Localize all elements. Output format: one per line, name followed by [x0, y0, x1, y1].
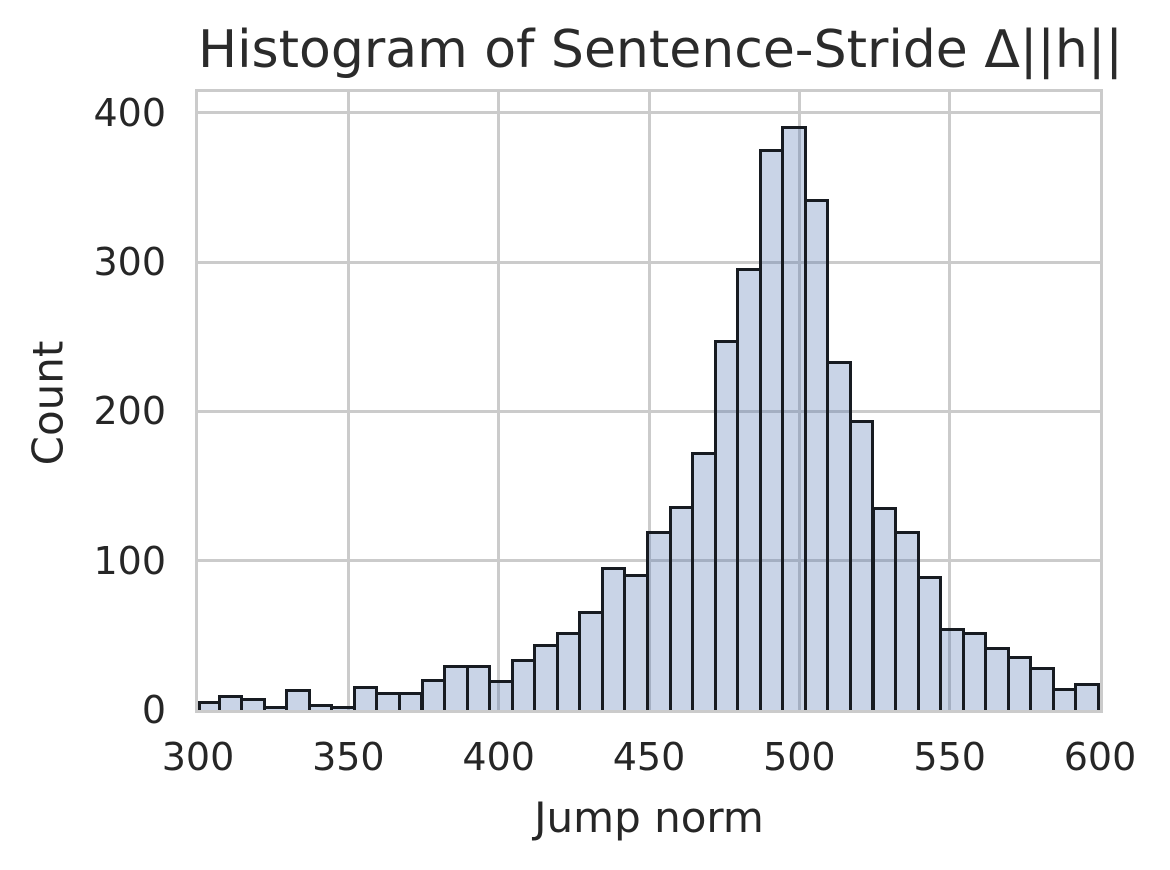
- y-tick-label: 400: [93, 90, 166, 135]
- histogram-bar: [1029, 666, 1055, 710]
- y-tick-label: 300: [93, 240, 166, 285]
- x-tick-label: 450: [612, 735, 686, 779]
- x-axis-label: Jump norm: [534, 793, 764, 842]
- x-tick-label: 600: [1063, 735, 1137, 779]
- histogram-bar: [510, 659, 537, 710]
- histogram-bar: [240, 698, 266, 710]
- histogram-bar: [623, 574, 649, 710]
- gridline-vertical: [948, 92, 952, 710]
- x-tick-label: 300: [161, 735, 235, 779]
- y-tick-label: 0: [141, 688, 166, 732]
- gridline-vertical: [797, 92, 801, 710]
- gridline-vertical: [647, 92, 651, 710]
- histogram-bar: [285, 689, 311, 710]
- x-tick-label: 400: [462, 735, 535, 779]
- x-tick-label: 500: [763, 735, 836, 779]
- y-tick-label: 100: [93, 538, 166, 583]
- histogram-bar: [1074, 683, 1100, 710]
- histogram-bar: [691, 451, 717, 710]
- histogram-bar: [758, 148, 785, 710]
- gridline-vertical: [346, 92, 350, 710]
- gridline-vertical: [497, 92, 501, 710]
- plot-area: [195, 89, 1103, 713]
- x-tick-label: 550: [913, 735, 986, 779]
- histogram-bar: [871, 507, 898, 710]
- chart-title: Histogram of Sentence-Stride Δ||h||: [198, 20, 1123, 80]
- y-tick-label: 200: [93, 389, 166, 434]
- x-tick-label: 350: [312, 735, 385, 779]
